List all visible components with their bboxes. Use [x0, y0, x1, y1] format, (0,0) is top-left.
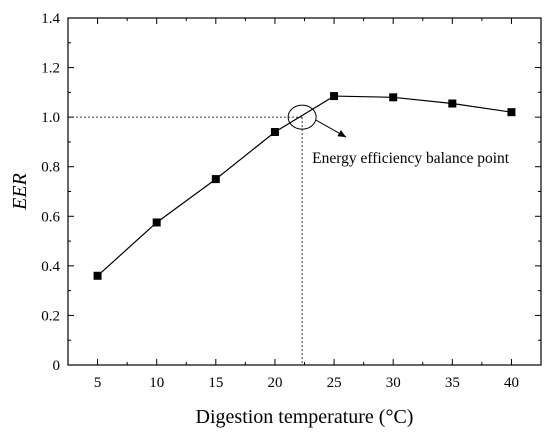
y-tick-label: 0.6	[41, 209, 60, 225]
data-point	[448, 99, 457, 108]
y-tick-label: 0.4	[41, 259, 60, 275]
series-group	[93, 92, 516, 280]
data-point	[270, 128, 279, 137]
balance-point-circle	[287, 104, 317, 130]
reference-lines	[68, 116, 303, 365]
x-tick-label: 25	[327, 375, 342, 391]
data-point	[507, 108, 516, 117]
x-tick-label: 35	[445, 375, 460, 391]
x-tick-label: 5	[94, 375, 102, 391]
x-tick-label: 10	[149, 375, 164, 391]
y-tick-label: 0.2	[41, 308, 60, 324]
x-tick-label: 40	[504, 375, 519, 391]
y-tick-label: 1.0	[41, 110, 60, 126]
y-tick-label: 1.4	[41, 11, 60, 27]
y-tick-label: 0.8	[41, 160, 60, 176]
x-axis: 5 10 15 20 25 30 35 40	[94, 18, 519, 391]
y-axis-title: EER	[9, 173, 31, 211]
data-point	[152, 218, 161, 227]
x-tick-label: 30	[386, 375, 401, 391]
annotation-arrow-head	[337, 130, 347, 138]
annotation-group: Energy efficiency balance point	[287, 104, 510, 167]
y-tick-label: 1.2	[41, 61, 60, 77]
plot-frame	[67, 17, 542, 366]
data-point	[211, 175, 220, 184]
y-tick-label: 0	[53, 358, 61, 374]
x-axis-title: Digestion temperature (°C)	[196, 406, 414, 428]
y-axis: 0 0.2 0.4 0.6 0.8 1.0 1.2 1.4	[41, 11, 541, 374]
x-tick-label: 20	[267, 375, 282, 391]
data-point	[330, 92, 339, 101]
x-tick-label: 15	[208, 375, 223, 391]
annotation-text: Energy efficiency balance point	[312, 150, 510, 167]
plot-border	[67, 17, 542, 366]
data-point	[93, 271, 102, 280]
data-point	[389, 93, 398, 102]
series-line	[97, 95, 512, 277]
